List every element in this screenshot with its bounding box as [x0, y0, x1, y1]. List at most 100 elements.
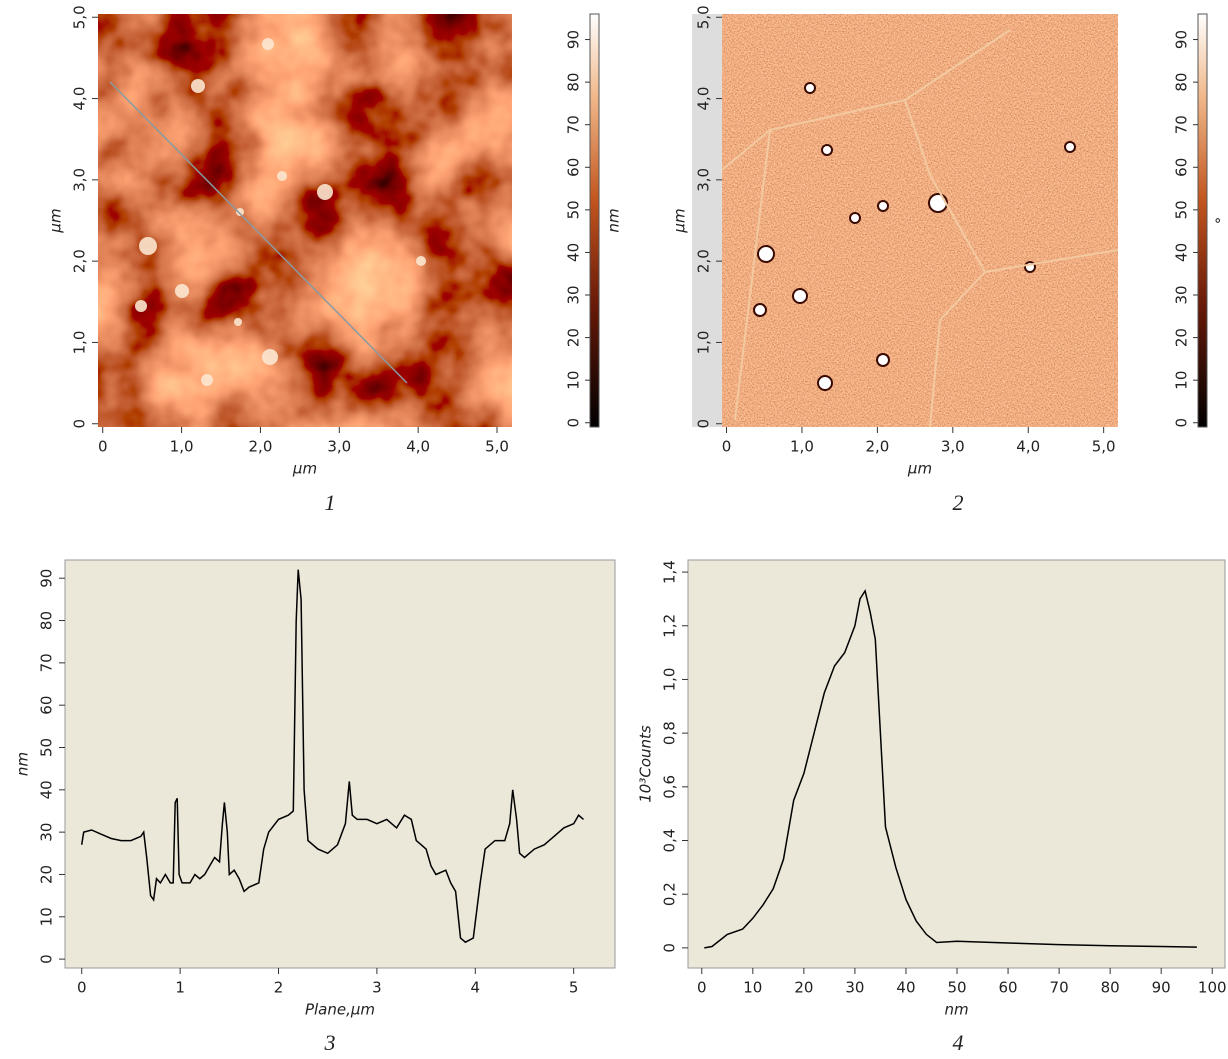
x-tick-label: 4 — [471, 979, 481, 997]
x-tick-label: 3,0 — [327, 438, 351, 456]
x-tick-label: 5 — [569, 979, 579, 997]
x-axis-label: μm — [292, 460, 317, 478]
y-tick-label: 1,0 — [695, 331, 713, 355]
y-tick-label: 3,0 — [71, 168, 89, 192]
y-tick-label: 0 — [695, 419, 713, 429]
colorbar-tick-label: 80 — [1173, 73, 1191, 92]
colorbar-tick-label: 0 — [565, 418, 583, 428]
y-tick-label: 0 — [38, 954, 56, 964]
colorbar-tick-label: 80 — [565, 73, 583, 92]
x-axis-label: Plane,μm — [305, 1001, 375, 1019]
data-line — [80, 569, 584, 944]
plot-area-4 — [687, 559, 1226, 969]
phase-map — [722, 14, 1118, 427]
colorbar-tick-label: 0 — [1173, 418, 1191, 428]
y-axis-label: μm — [671, 208, 689, 233]
y-tick-label: 0,2 — [661, 882, 679, 906]
profile-line — [109, 81, 408, 384]
y-tick-label: 2,0 — [695, 249, 713, 273]
y-tick-label: 0 — [71, 419, 89, 429]
y-tick-label: 90 — [38, 569, 56, 588]
y-tick-label: 3,0 — [695, 168, 713, 192]
colorbar-tick-label: 60 — [565, 158, 583, 177]
pits — [753, 82, 1076, 391]
x-tick-label: 0 — [77, 979, 87, 997]
colorbar-tick-label: 60 — [1173, 158, 1191, 177]
particles — [135, 38, 426, 386]
colorbar — [589, 13, 600, 428]
y-tick-label: 1,2 — [661, 614, 679, 638]
y-axis-label: nm — [14, 752, 32, 776]
panel-caption: 1 — [325, 490, 336, 515]
y-tick-label: 30 — [38, 823, 56, 842]
x-tick-label: 90 — [1152, 979, 1171, 997]
y-tick-label: 0 — [661, 943, 679, 953]
x-tick-label: 10 — [743, 979, 762, 997]
y-tick-label: 0,4 — [661, 829, 679, 853]
colorbar-tick-label: 10 — [1173, 371, 1191, 390]
y-axis-label: μm — [47, 208, 65, 233]
colorbar-tick-label: 40 — [565, 243, 583, 262]
colorbar-label: nm — [605, 208, 623, 232]
panel-caption: 4 — [953, 1030, 964, 1055]
colorbar — [1197, 13, 1208, 428]
y-tick-label: 0,6 — [661, 775, 679, 799]
colorbar-tick-label: 20 — [565, 328, 583, 347]
afm-image-2 — [692, 14, 1119, 428]
y-tick-label: 5,0 — [71, 5, 89, 29]
plot-area-3 — [64, 559, 616, 969]
y-tick-label: 5,0 — [695, 5, 713, 29]
y-tick-label: 60 — [38, 696, 56, 715]
y-tick-label: 1,0 — [661, 668, 679, 692]
x-tick-label: 1,0 — [790, 438, 814, 456]
x-tick-label: 0 — [722, 438, 732, 456]
x-tick-label: 70 — [1050, 979, 1069, 997]
x-tick-label: 0 — [98, 438, 108, 456]
grain-boundaries — [721, 29, 1119, 428]
x-tick-label: 30 — [845, 979, 864, 997]
x-tick-label: 4,0 — [1016, 438, 1040, 456]
x-tick-label: 20 — [794, 979, 813, 997]
x-tick-label: 60 — [999, 979, 1018, 997]
x-tick-label: 3 — [372, 979, 382, 997]
y-tick-label: 70 — [38, 653, 56, 672]
height-map — [98, 14, 512, 427]
x-tick-label: 0 — [697, 979, 707, 997]
colorbar-tick-label: 50 — [1173, 200, 1191, 219]
panel-caption: 2 — [953, 490, 964, 515]
colorbar-tick-label: 40 — [1173, 243, 1191, 262]
y-tick-label: 50 — [38, 738, 56, 757]
x-axis-label: nm — [944, 1001, 968, 1019]
y-axis-label: 10³Counts — [637, 725, 655, 803]
y-tick-label: 4,0 — [695, 87, 713, 111]
x-tick-label: 2 — [274, 979, 284, 997]
y-tick-label: 20 — [38, 865, 56, 884]
y-tick-label: 40 — [38, 780, 56, 799]
colorbar-tick-label: 20 — [1173, 328, 1191, 347]
y-tick-label: 80 — [38, 611, 56, 630]
x-tick-label: 1,0 — [170, 438, 194, 456]
x-tick-label: 50 — [947, 979, 966, 997]
colorbar-tick-label: 90 — [1173, 30, 1191, 49]
colorbar-tick-label: 50 — [565, 200, 583, 219]
x-tick-label: 2,0 — [865, 438, 889, 456]
y-tick-label: 1,0 — [71, 331, 89, 355]
strip — [692, 14, 722, 427]
colorbar-tick-label: 10 — [565, 371, 583, 390]
x-tick-label: 5,0 — [1092, 438, 1116, 456]
y-tick-label: 2,0 — [71, 249, 89, 273]
colorbar-tick-label: 70 — [565, 115, 583, 134]
x-tick-label: 80 — [1101, 979, 1120, 997]
colorbar-tick-label: 30 — [565, 285, 583, 304]
x-tick-label: 2,0 — [249, 438, 273, 456]
x-tick-label: 3,0 — [941, 438, 965, 456]
panel-caption: 3 — [324, 1030, 336, 1055]
x-tick-label: 40 — [896, 979, 915, 997]
colorbar-label: ° — [1213, 217, 1228, 225]
data-line — [704, 589, 1197, 949]
colorbar-tick-label: 90 — [565, 30, 583, 49]
x-tick-label: 1 — [175, 979, 185, 997]
afm-image-1 — [98, 14, 512, 427]
